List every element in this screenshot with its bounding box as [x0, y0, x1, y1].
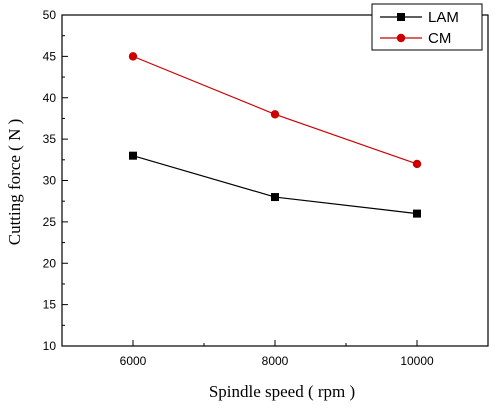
y-tick-label: 20	[43, 256, 57, 270]
x-axis-title: Spindle speed ( rpm )	[209, 382, 355, 401]
data-point-lam	[271, 193, 279, 202]
y-tick-label: 15	[43, 298, 57, 312]
plot-area: 10 15 20 25 30 35 40 45 50 6000 8000 10000 LAM CM	[43, 3, 489, 368]
y-tick-label: 35	[43, 132, 57, 146]
data-point-cm	[270, 110, 280, 119]
legend-label-lam: LAM	[428, 9, 459, 26]
data-point-lam	[129, 151, 137, 160]
y-tick-label: 45	[43, 49, 57, 63]
legend-label-cm: CM	[428, 30, 451, 47]
y-tick-label: 10	[43, 339, 57, 353]
y-axis-title: Cutting force ( N )	[5, 119, 24, 246]
legend-marker-lam	[397, 13, 405, 21]
legend-box	[371, 3, 483, 51]
y-tick-label: 25	[43, 215, 57, 229]
data-point-cm	[128, 52, 138, 61]
series-line-lam	[132, 155, 418, 215]
legend-marker-cm	[396, 33, 406, 43]
data-point-cm	[412, 159, 422, 169]
plot-frame	[61, 14, 489, 347]
y-tick-label: 40	[43, 91, 57, 105]
y-tick-label: 30	[43, 174, 57, 188]
x-tick-label: 8000	[262, 354, 289, 368]
x-tick-label: 10000	[400, 354, 434, 368]
data-point-lam	[413, 209, 421, 218]
x-tick-label: 6000	[120, 354, 147, 368]
y-tick-label: 50	[43, 8, 57, 22]
